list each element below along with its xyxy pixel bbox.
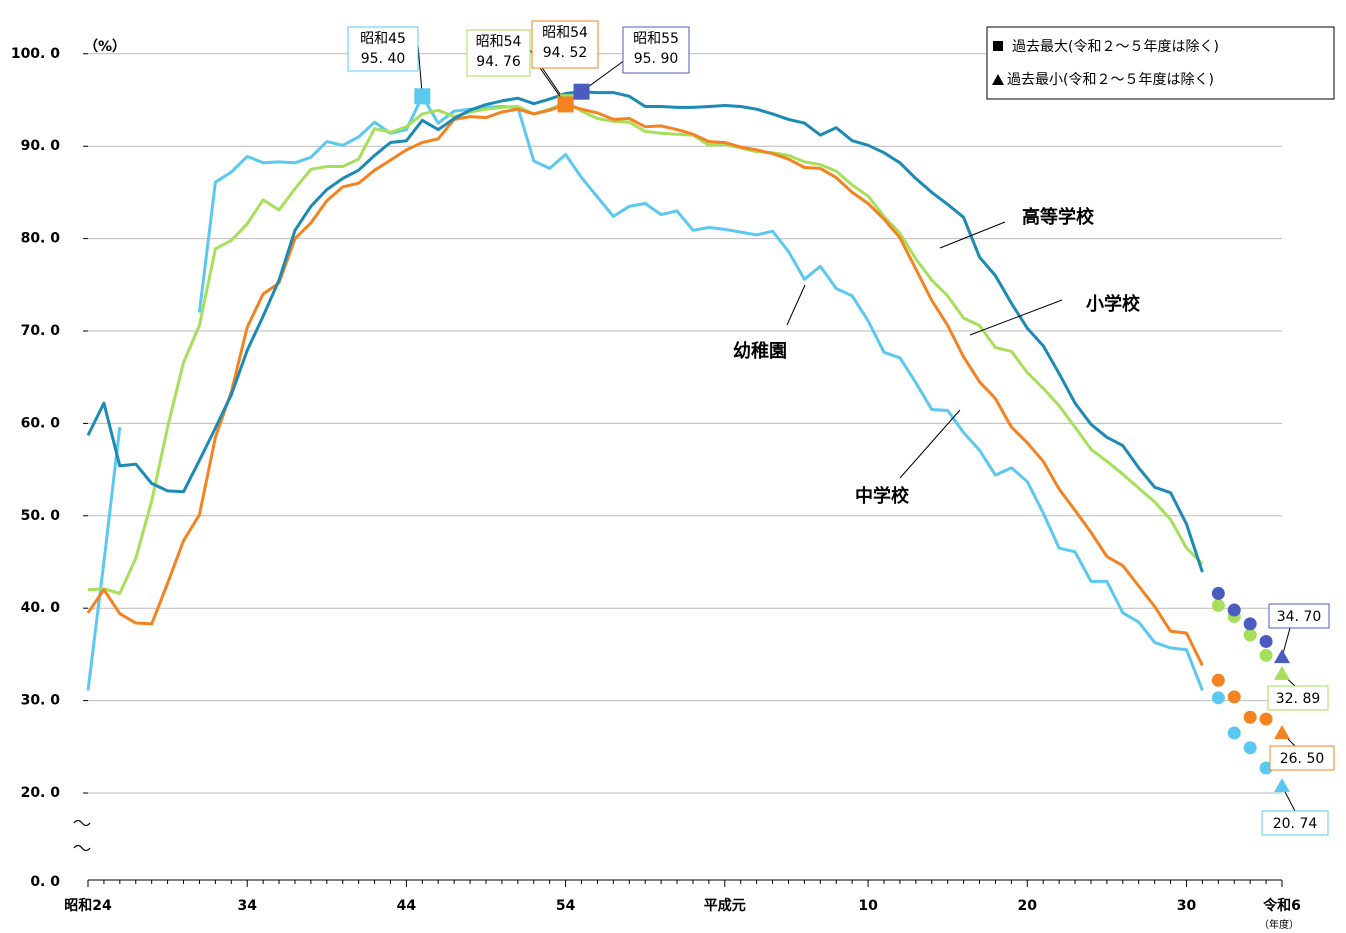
dot [1243, 710, 1257, 724]
y-tick-label: 100. 0 [11, 46, 60, 62]
callout-value: 95. 90 [634, 51, 679, 67]
max-marker [557, 96, 574, 113]
dot [1211, 673, 1225, 687]
y-tick-label: 20. 0 [21, 785, 61, 801]
x-tick-label: 20 [1018, 898, 1038, 914]
dot [1227, 603, 1241, 617]
series-label: 小学校 [1086, 293, 1141, 315]
x-tick-label: 34 [237, 898, 257, 914]
legend-min: 過去最小(令和２～５年度は除く) [1007, 72, 1214, 88]
legend-box [986, 26, 1335, 100]
series-line [86, 90, 1204, 573]
callout-box [1268, 603, 1330, 629]
min-marker [1274, 649, 1290, 664]
callout-value: 26. 50 [1280, 751, 1325, 767]
y-tick-label: 80. 0 [21, 231, 61, 247]
x-tick-label: 昭和24 [64, 898, 112, 914]
callout-box [1267, 685, 1329, 711]
dot [1259, 761, 1273, 775]
leader-line [939, 221, 1006, 249]
y-tick-label: 50. 0 [21, 508, 61, 524]
x-tick-label: 令和6 [1262, 897, 1301, 914]
y-tick-label: 30. 0 [21, 693, 61, 709]
callout-value: 34. 70 [1277, 609, 1322, 625]
dot [1243, 617, 1257, 631]
y-tick-label: 40. 0 [21, 600, 61, 616]
callout-label: 昭和55 [633, 31, 679, 47]
leader-line [786, 284, 806, 326]
series-label: 高等学校 [1022, 206, 1095, 228]
dot [1227, 690, 1241, 704]
dot [1243, 741, 1257, 755]
x-tick-label: 54 [556, 898, 576, 914]
callout-value: 32. 89 [1276, 691, 1321, 707]
leader-line [969, 299, 1063, 336]
callout-value: 94. 52 [543, 45, 588, 61]
dot [1259, 648, 1273, 662]
legend-max: 過去最大(令和２～５年度は除く) [1012, 39, 1219, 55]
series-line [86, 102, 1204, 667]
legend-min-symbol [992, 74, 1004, 85]
max-marker [414, 88, 431, 105]
max-marker [573, 83, 590, 100]
leader-line [899, 409, 961, 479]
x-tick-label: 30 [1177, 898, 1197, 914]
dot [1259, 634, 1273, 648]
x-tick-label: 10 [858, 898, 878, 914]
min-marker [1274, 778, 1290, 793]
y-tick-label: 70. 0 [21, 323, 61, 339]
callout-label: 昭和54 [476, 34, 522, 50]
callout-box [466, 29, 531, 77]
callout-box [1269, 745, 1335, 771]
callout-label: 昭和54 [542, 25, 588, 41]
callout-box [622, 26, 690, 74]
y-tick-label: 0. 0 [30, 874, 60, 890]
y-tick-label: 60. 0 [21, 415, 61, 431]
min-marker [1274, 665, 1290, 680]
callout-value: 20. 74 [1273, 816, 1318, 832]
series-label: 中学校 [855, 485, 910, 507]
y-tick-label: 90. 0 [21, 138, 61, 154]
x-axis-label: （年度） [1259, 918, 1299, 931]
series-label: 幼稚園 [733, 340, 787, 362]
callout-value: 94. 76 [476, 54, 521, 70]
min-marker [1274, 724, 1290, 739]
callout-value: 95. 40 [361, 51, 406, 67]
legend-max-symbol [993, 41, 1003, 51]
dot [1227, 726, 1241, 740]
axis-break [73, 819, 91, 852]
callout-line [417, 44, 423, 97]
x-tick-label: 平成元 [704, 897, 746, 914]
dot [1211, 598, 1225, 612]
series-line [87, 100, 1204, 595]
dot [1243, 628, 1257, 642]
callout-box [531, 20, 599, 69]
dot [1259, 712, 1273, 726]
callout-label: 昭和45 [360, 31, 406, 47]
callout-box [1261, 810, 1329, 836]
y-axis-label: （%） [84, 39, 126, 55]
series-line [86, 94, 1204, 691]
dot [1211, 586, 1225, 600]
x-tick-label: 44 [397, 898, 417, 914]
callout-box [347, 26, 419, 72]
dot [1211, 691, 1225, 705]
